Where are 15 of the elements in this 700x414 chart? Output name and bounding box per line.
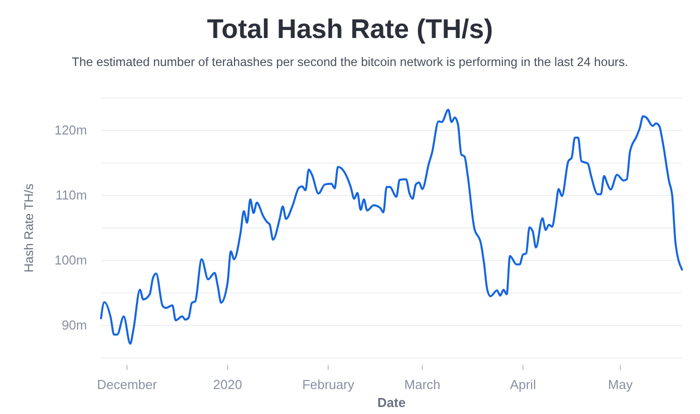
x-axis-title: Date [377,395,406,410]
y-axis-title: Hash Rate TH/s [22,184,36,272]
x-tick-label: April [510,377,536,392]
x-tick-label: March [404,377,440,392]
y-tick-label: 120m [54,122,87,138]
y-tick-label: 100m [54,252,87,268]
line-series [100,108,683,345]
x-tick-label: 2020 [213,377,242,392]
chart-title: Total Hash Rate (TH/s) [206,14,494,44]
x-tick-label: February [302,377,355,392]
y-tick-label: 90m [62,318,87,333]
x-tick-label: December [96,377,158,392]
chart-subtitle: The estimated number of terahashes per second the bitcoin network is performing in the last 24 hours. [72,55,628,69]
y-tick-label: 110m [55,188,87,203]
x-tick-label: May [608,377,634,392]
